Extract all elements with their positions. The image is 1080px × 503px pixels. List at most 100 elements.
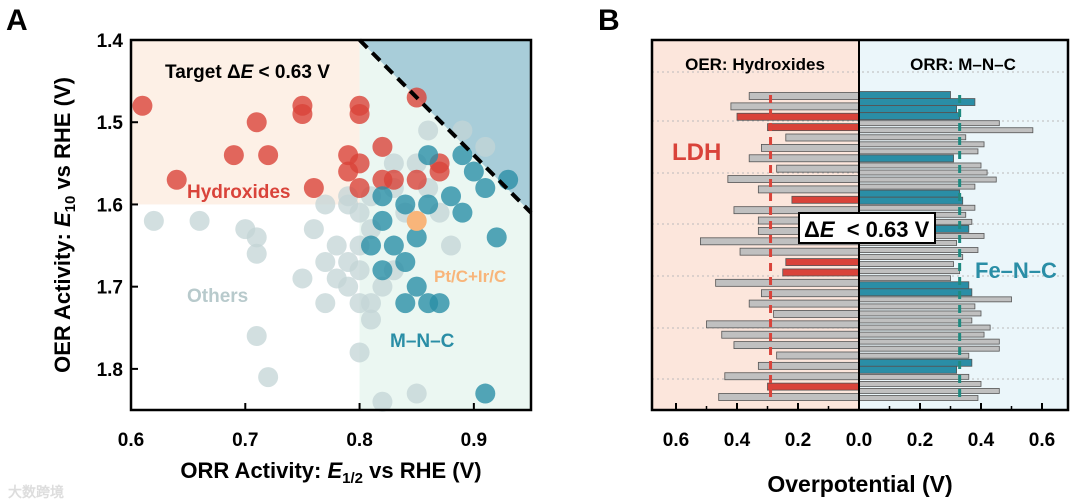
left-title: OER: Hydroxides — [685, 55, 825, 74]
data-point — [395, 293, 416, 314]
data-point — [406, 210, 427, 231]
x-tick-label: 0.0 — [846, 430, 872, 451]
x-tick-label: 0.7 — [232, 430, 258, 451]
others-label: Others — [187, 286, 248, 307]
left-bar — [767, 382, 860, 391]
data-point — [383, 153, 404, 174]
fenc-label: Fe–N–C — [975, 258, 1057, 283]
data-point — [223, 145, 244, 166]
data-point — [452, 120, 473, 141]
left-bar — [791, 195, 860, 204]
data-point — [372, 186, 393, 207]
data-point — [246, 326, 267, 346]
target-line — [358, 38, 533, 215]
data-point — [486, 227, 507, 248]
x-tick-label: 0.6 — [1029, 430, 1055, 451]
data-point — [303, 178, 324, 198]
y-tick-label: 1.6 — [97, 195, 123, 216]
data-point — [418, 145, 439, 166]
right-bar — [858, 275, 951, 282]
data-point — [463, 161, 484, 182]
y-tick-label: 1.5 — [97, 113, 124, 134]
right-bar — [858, 189, 961, 198]
data-point — [303, 219, 324, 240]
right-bar — [858, 91, 951, 99]
data-point — [406, 276, 427, 297]
right-bar — [858, 352, 970, 359]
right-bar — [858, 183, 976, 190]
right-bar — [858, 176, 997, 183]
data-point — [475, 178, 496, 198]
right-bar — [858, 317, 973, 324]
ldh-label: LDH — [672, 139, 721, 166]
right-bar — [858, 331, 985, 338]
data-point — [246, 243, 267, 264]
y-tick-label: 1.8 — [97, 360, 123, 381]
data-point — [349, 153, 370, 174]
x-tick-label: 0.8 — [346, 430, 372, 451]
data-point — [292, 268, 313, 289]
left-bar — [761, 143, 860, 152]
data-point — [475, 383, 496, 404]
left-bar — [739, 247, 860, 256]
delta-e-label: ΔE < 0.63 V — [804, 217, 930, 242]
data-point — [361, 293, 381, 314]
left-bar — [776, 164, 860, 173]
right-bar — [858, 204, 976, 211]
data-point — [349, 202, 370, 223]
data-point — [395, 252, 416, 272]
left-bar — [773, 310, 860, 318]
right-bar — [858, 141, 985, 148]
ref-label: Pt/C+Ir/C — [434, 267, 506, 286]
right-bar — [858, 345, 1000, 352]
right-bar — [858, 98, 976, 106]
right-bar — [858, 288, 973, 297]
right-bar — [858, 112, 961, 121]
data-point — [132, 95, 153, 116]
data-point — [258, 145, 279, 166]
right-bar — [858, 162, 982, 169]
data-point — [395, 194, 416, 215]
left-bar — [782, 268, 860, 277]
right-bar — [858, 358, 973, 367]
watermark: 大数跨境 — [8, 484, 64, 500]
x-tick-label: 0.4 — [968, 430, 995, 451]
data-point — [349, 342, 370, 363]
left-bar — [785, 133, 860, 142]
right-bar — [858, 388, 1000, 394]
panel-a-ticks: 0.6 0.7 0.8 0.9 1.4 1.5 1.6 1.7 1.8 — [97, 31, 487, 451]
data-point — [406, 169, 427, 190]
panel-a-frame — [129, 38, 533, 412]
x-tick-label: 0.4 — [724, 430, 751, 451]
data-point — [292, 104, 313, 124]
panel-a: A 0.6 0.7 0.8 0.9 1.4 1.5 1.6 1.7 1.8 Target ΔE … — [6, 4, 533, 487]
data-point — [372, 276, 393, 297]
panel-b-label: B — [598, 4, 620, 37]
data-point — [166, 169, 187, 190]
data-point — [418, 194, 439, 215]
right-bar — [858, 254, 964, 260]
left-bar — [761, 289, 860, 298]
y-tick-label: 1.4 — [97, 31, 124, 52]
right-bar — [858, 127, 1034, 134]
left-bar — [748, 299, 860, 308]
left-bar — [730, 102, 860, 111]
left-bar — [757, 361, 860, 370]
data-point — [418, 120, 439, 141]
x-tick-label: 0.6 — [663, 430, 689, 451]
mnc-label: M–N–C — [390, 331, 455, 352]
right-bar — [858, 310, 982, 317]
data-point — [349, 260, 370, 281]
data-point — [361, 235, 381, 256]
right-bar — [858, 365, 957, 374]
data-point — [349, 178, 370, 198]
left-bar — [724, 372, 860, 381]
right-bar — [858, 261, 954, 268]
panel-a-y-label: OER Activity: E10 vs RHE (V) — [50, 77, 79, 373]
x-tick-label: 0.2 — [785, 430, 811, 451]
data-point — [338, 276, 359, 297]
left-bar — [748, 92, 860, 100]
right-title: ORR: M–N–C — [910, 55, 1016, 74]
data-point — [372, 391, 393, 412]
